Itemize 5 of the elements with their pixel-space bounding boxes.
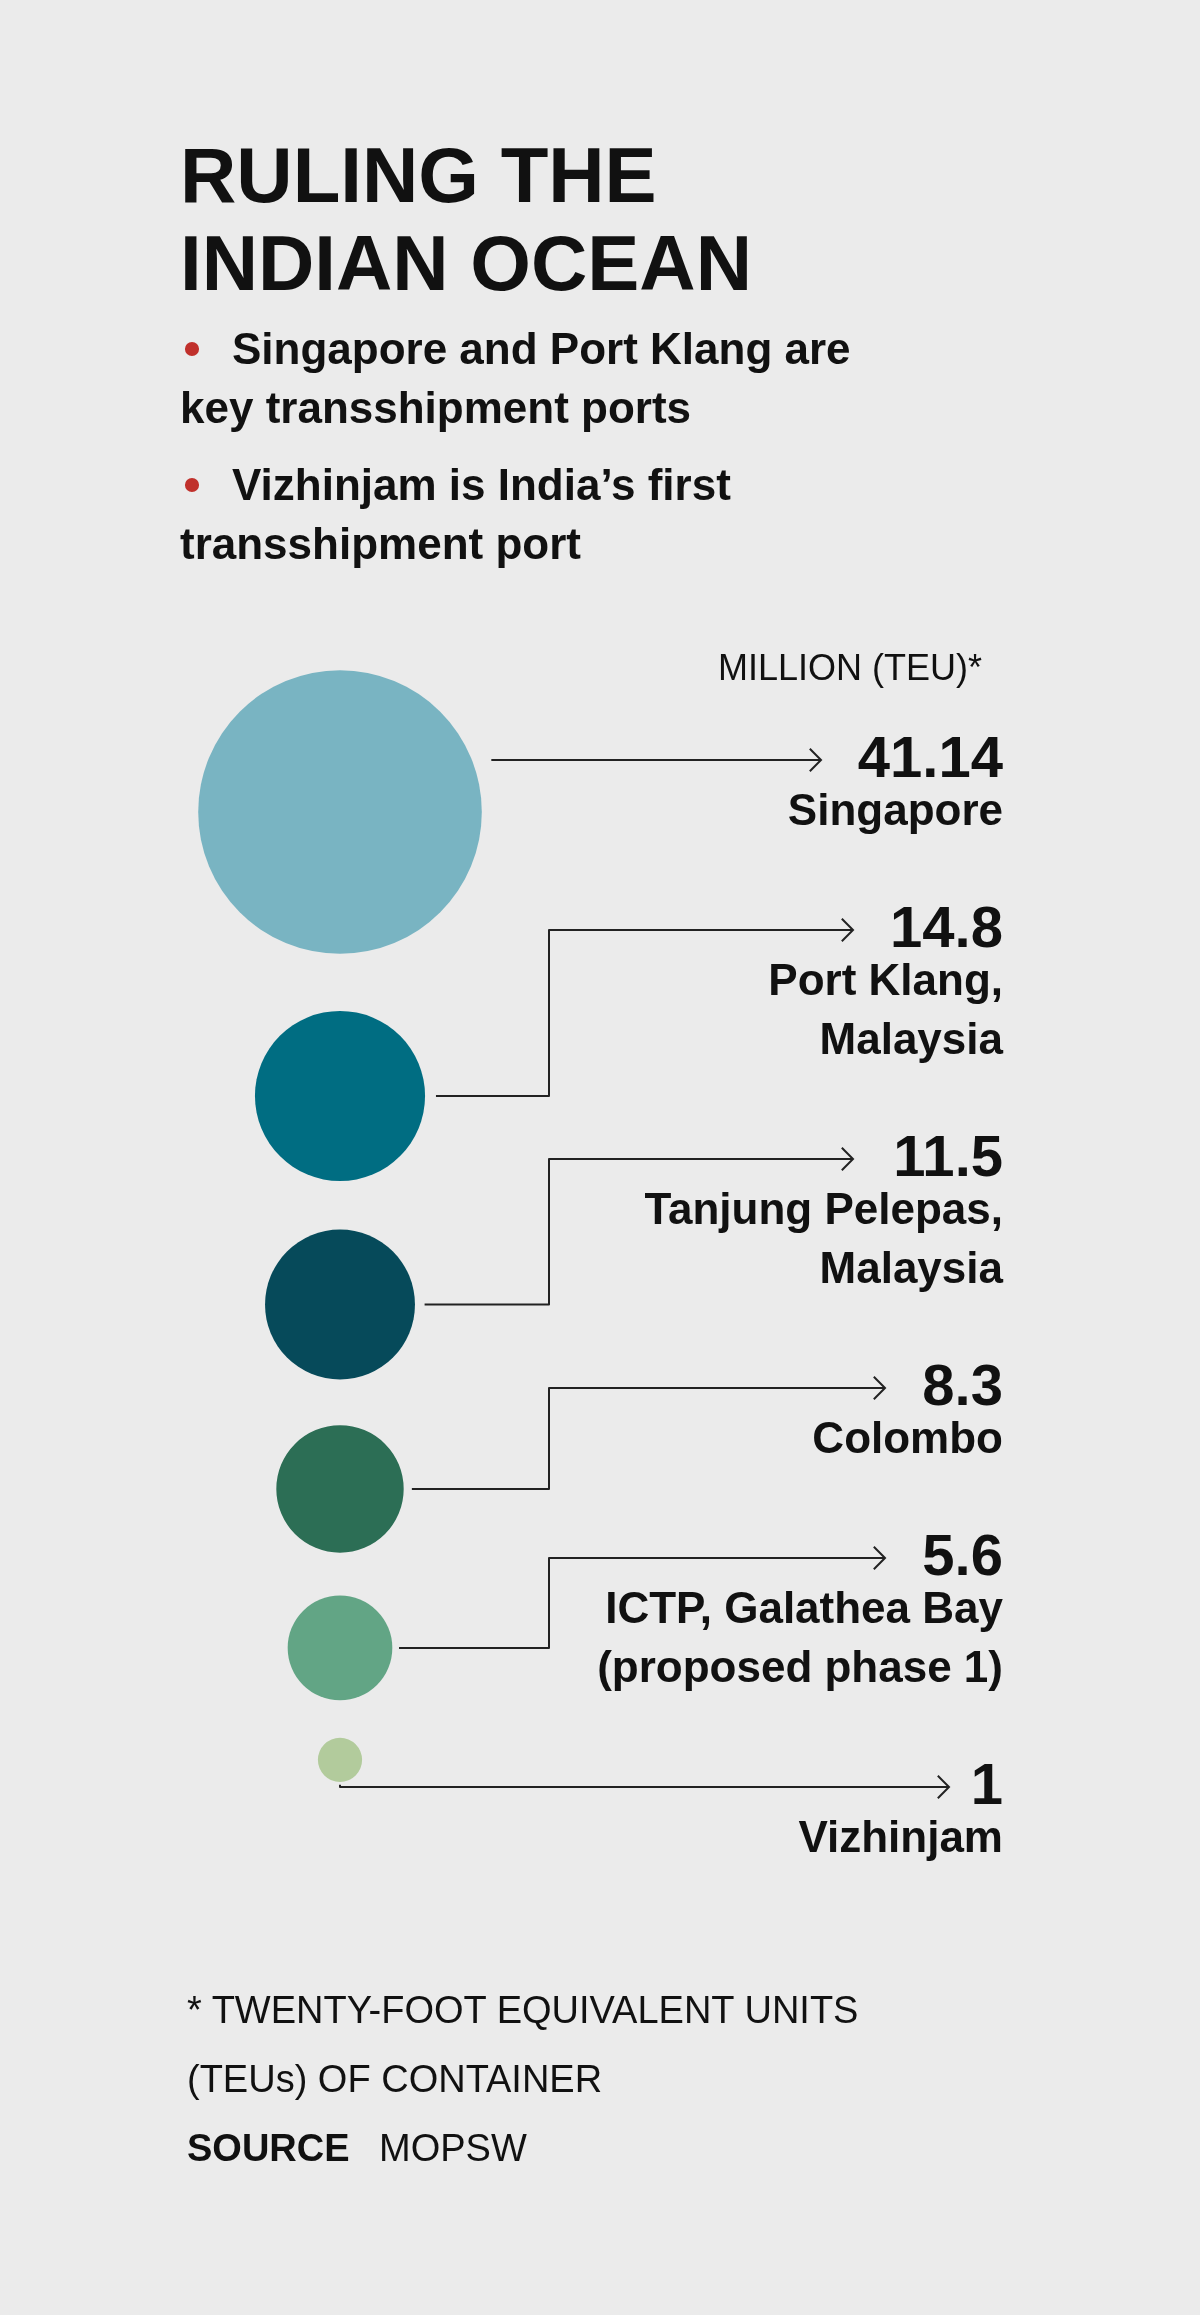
text: * TWENTY-FOOT EQUIVALENT UNITS (TEUs) OF CONTAINER bbox=[187, 1989, 859, 2100]
text: RULING THE INDIAN OCEAN bbox=[180, 131, 753, 307]
text: Singapore and Port Klang are key transshipment ports Vizhinjam is India’s first transshipment port bbox=[180, 324, 851, 568]
text: MILLION (TEU)* bbox=[717, 647, 982, 688]
source-note: SOURCE MOPSW bbox=[187, 2127, 527, 2169]
